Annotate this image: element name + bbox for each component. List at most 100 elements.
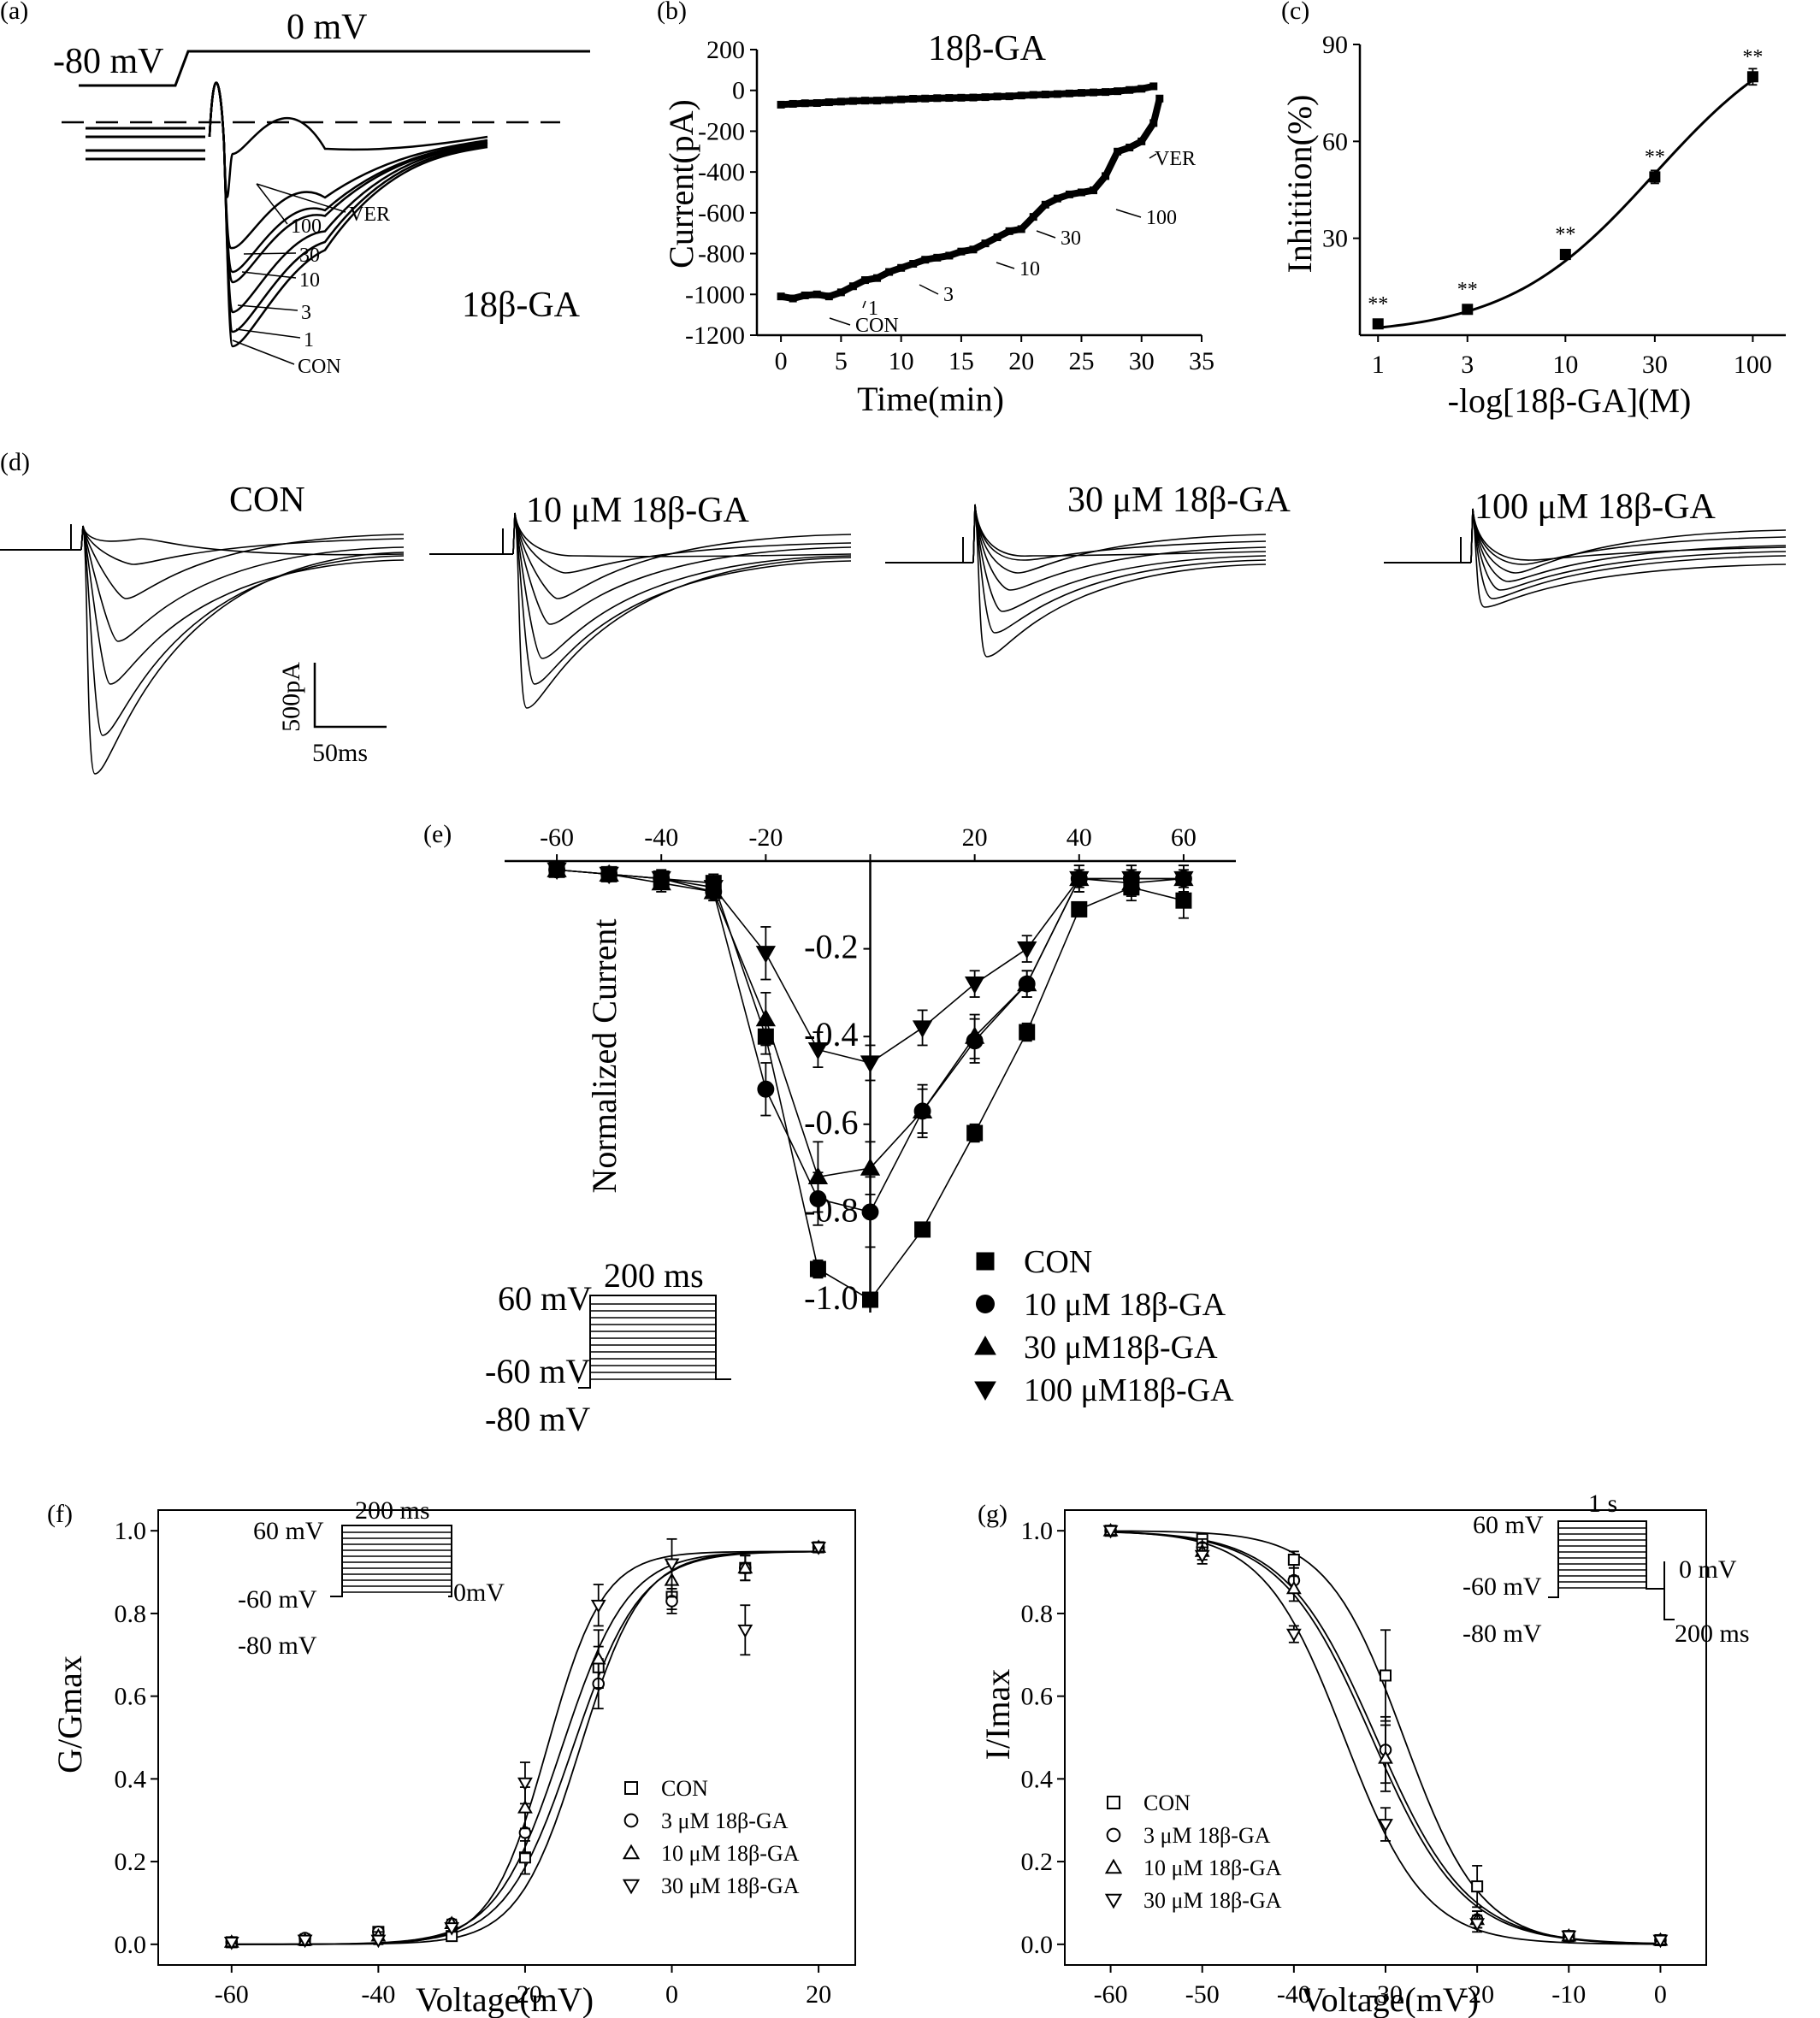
- data-point: [517, 1800, 533, 1814]
- protocol-g-test-duration: 200 ms: [1675, 1620, 1750, 1648]
- data-point: [873, 97, 882, 105]
- plot-frame: [157, 1509, 856, 1966]
- data-point: [861, 1203, 879, 1221]
- panel-label-c: (c): [1281, 0, 1309, 25]
- data-point: [590, 1599, 606, 1614]
- d-trace: [512, 512, 852, 685]
- y-tick-label: -600: [698, 199, 745, 227]
- trace-label: CON: [298, 356, 341, 378]
- data-point: [933, 94, 942, 103]
- data-point: [1102, 1525, 1119, 1539]
- event-arrow: [862, 300, 866, 309]
- panel-f-chart: -60 -40 -20 0 20 0.0 0.2 0.4 0.6 0.8 1.0 Voltage(m…: [50, 1496, 856, 2018]
- data-point: [1380, 1669, 1392, 1682]
- data-point: [1017, 941, 1037, 959]
- x-tick-label: 100: [1734, 351, 1772, 379]
- d-trace: [972, 504, 1267, 564]
- chart-b-xlabel: Time(min): [857, 380, 1004, 418]
- trace-label-arrow: [256, 183, 288, 225]
- significance-mark: **: [1645, 146, 1665, 168]
- trace-label: VER: [349, 204, 390, 226]
- y-tick-label: -800: [698, 240, 745, 268]
- data-point: [1114, 87, 1122, 96]
- legend-label: CON: [1143, 1791, 1191, 1815]
- data-point: [812, 99, 821, 108]
- legend-marker: [976, 1295, 995, 1313]
- data-point: [873, 274, 882, 282]
- x-tick-label: 60: [1171, 823, 1197, 852]
- protocol-f-vhigh: 60 mV: [253, 1517, 324, 1545]
- data-point: [1155, 94, 1164, 103]
- d-trace: [512, 512, 852, 574]
- panel-d-traces: CON 10 μM 18β-GA 30 μM 18β-GA 100 μM 18β…: [0, 481, 1787, 775]
- data-point: [945, 251, 954, 260]
- y-tick-label: -1.0: [804, 1278, 858, 1317]
- d-title-30um: 30 μM 18β-GA: [1067, 481, 1291, 520]
- trace-label: 1: [304, 329, 314, 351]
- event-arrow: [829, 317, 851, 326]
- trace-label-arrow: [256, 183, 346, 213]
- event-arrow: [919, 284, 939, 295]
- data-point: [807, 1041, 829, 1060]
- y-tick-label: 0.4: [115, 1765, 147, 1793]
- legend-label: 3 μM 18β-GA: [661, 1809, 789, 1833]
- data-point: [1285, 1580, 1302, 1595]
- protocol-outline: [1548, 1520, 1675, 1620]
- x-tick-label: -40: [644, 823, 678, 852]
- data-point: [812, 290, 821, 298]
- y-tick-label: 0.0: [1021, 1931, 1054, 1959]
- data-point: [914, 1221, 931, 1238]
- data-point: [1462, 304, 1474, 316]
- event-label: 1: [868, 298, 878, 320]
- y-tick-label: 0.6: [1021, 1683, 1054, 1711]
- data-point: [1017, 973, 1037, 992]
- data-point: [824, 98, 833, 107]
- y-tick-label: 0.8: [115, 1600, 147, 1628]
- data-point: [912, 1020, 933, 1038]
- data-point: [1471, 1880, 1484, 1893]
- data-point: [1175, 892, 1192, 909]
- data-point: [912, 1100, 933, 1119]
- chart-f-legend: CON 3 μM 18β-GA 10 μM 18β-GA 30 μM 18β-GA: [622, 1776, 800, 1898]
- d-trace: [512, 512, 852, 599]
- data-point: [370, 1934, 387, 1949]
- chart-c-ylabel: Inhitition(%): [1280, 95, 1319, 274]
- significance-mark: **: [1457, 279, 1478, 301]
- data-point: [897, 263, 906, 272]
- data-point: [848, 282, 857, 291]
- data-point: [860, 1055, 881, 1073]
- data-point: [1121, 870, 1142, 889]
- data-point: [909, 94, 918, 103]
- d-trace: [1470, 508, 1787, 582]
- data-point: [964, 977, 985, 994]
- y-tick-label: 0.8: [1021, 1600, 1054, 1628]
- d-trace: [1470, 508, 1787, 608]
- legend-marker: [622, 1844, 641, 1860]
- data-point: [1746, 71, 1758, 83]
- y-tick-label: 0.0: [115, 1931, 147, 1959]
- event-arrow: [1149, 153, 1157, 159]
- data-point: [848, 97, 857, 105]
- data-point: [1194, 1549, 1210, 1564]
- data-point: [807, 1166, 829, 1184]
- data-point: [1138, 137, 1146, 145]
- data-point: [964, 1026, 985, 1044]
- data-point: [860, 276, 869, 285]
- data-point: [885, 268, 894, 276]
- data-point: [1149, 82, 1158, 91]
- d-trace: [1470, 508, 1787, 591]
- legend-marker: [974, 1335, 996, 1355]
- data-point: [777, 292, 785, 301]
- protocol-e: 60 mV -60 mV -80 mV 200 ms: [485, 1256, 731, 1438]
- x-tick-label: 40: [1067, 823, 1092, 852]
- panel-label-b: (b): [657, 0, 687, 25]
- data-point: [1065, 89, 1073, 97]
- series-line: [780, 83, 1155, 109]
- d-title-100um: 100 μM 18β-GA: [1474, 487, 1717, 527]
- data-point: [547, 862, 567, 881]
- data-point: [297, 1934, 313, 1949]
- data-point: [599, 866, 619, 885]
- data-point: [1561, 1930, 1577, 1944]
- legend-marker: [976, 1252, 995, 1271]
- trace-label-arrow: [237, 304, 298, 311]
